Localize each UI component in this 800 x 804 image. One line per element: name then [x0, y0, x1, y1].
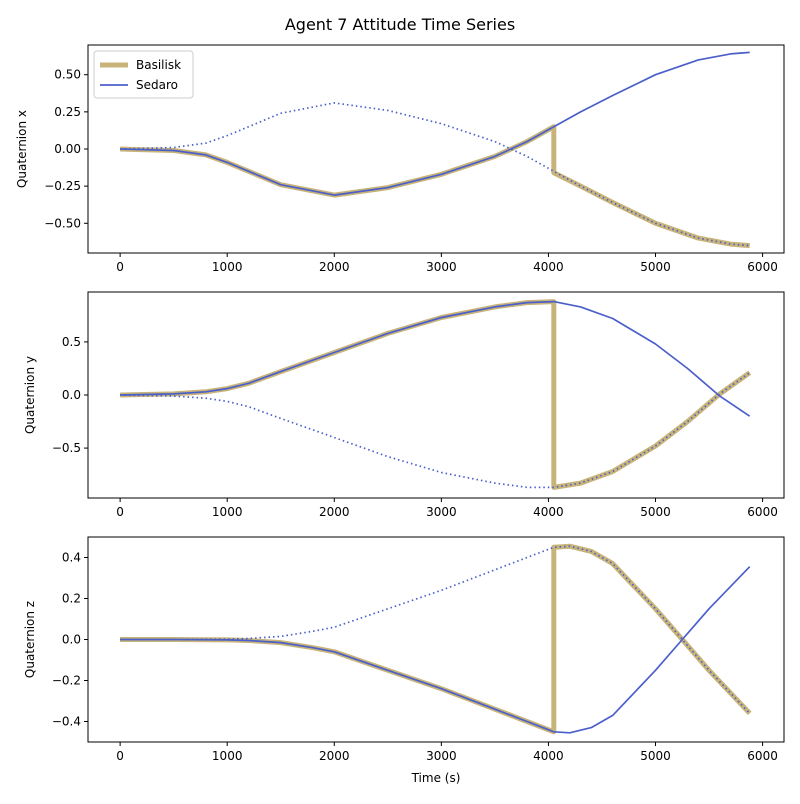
- x-tick-label: 0: [116, 749, 124, 763]
- x-tick-label: 1000: [212, 260, 243, 274]
- x-tick-label: 0: [116, 260, 124, 274]
- x-tick-label: 6000: [747, 505, 778, 519]
- plot-area: [120, 543, 752, 735]
- y-axis-label: Quaternion y: [23, 356, 37, 434]
- x-tick-label: 3000: [426, 749, 457, 763]
- plot-area: [120, 299, 752, 490]
- legend-label-sedaro: Sedaro: [136, 78, 178, 92]
- series-dotted-line: [120, 372, 751, 489]
- x-axis-label: Time (s): [411, 771, 461, 785]
- x-tick-label: 5000: [640, 505, 671, 519]
- series-sedaro-line: [120, 51, 750, 196]
- y-axis-label: Quaternion z: [23, 601, 37, 678]
- y-tick-label: 0.0: [62, 633, 81, 647]
- series-sedaro-line: [120, 566, 751, 734]
- y-tick-label: −0.50: [44, 216, 81, 230]
- y-tick-label: 0.2: [62, 592, 81, 606]
- series-dotted-line: [120, 102, 750, 247]
- x-tick-label: 4000: [533, 260, 564, 274]
- subplot-2: 0 1000 2000 3000 4000 5000 6000 −0.5 0.0 0.5 Quate…: [23, 291, 785, 519]
- legend-label-basilisk: Basilisk: [136, 58, 181, 72]
- x-tick-label: 5000: [640, 260, 671, 274]
- x-tick-label: 4000: [533, 505, 564, 519]
- x-tick-label: 2000: [319, 260, 350, 274]
- y-tick-label: −0.25: [44, 179, 81, 193]
- x-tick-label: 3000: [426, 260, 457, 274]
- subplot-1: 0 1000 2000 3000 4000 5000 6000 −0.50 −0.25 0.00 0…: [15, 44, 785, 274]
- series-basilisk-line: [120, 124, 750, 249]
- y-tick-label: 0.4: [62, 551, 81, 565]
- plot-area: [120, 51, 750, 249]
- x-tick-label: 6000: [747, 749, 778, 763]
- figure-title: Agent 7 Attitude Time Series: [285, 15, 515, 34]
- series-sedaro-line: [120, 300, 751, 417]
- legend: Basilisk Sedaro: [93, 50, 194, 99]
- y-tick-label: 0.5: [62, 335, 81, 349]
- x-tick-label: 4000: [533, 749, 564, 763]
- x-tick-label: 5000: [640, 749, 671, 763]
- x-tick-label: 0: [116, 505, 124, 519]
- subplot-3: 0 1000 2000 3000 4000 5000 6000 −0.4 −0.2 0.0 0.2 0…: [23, 536, 785, 785]
- x-tick-label: 3000: [426, 505, 457, 519]
- y-tick-label: −0.2: [52, 674, 81, 688]
- x-tick-label: 6000: [747, 260, 778, 274]
- y-tick-label: −0.5: [52, 441, 81, 455]
- series-basilisk-line: [120, 299, 752, 490]
- y-tick-label: 0.00: [54, 142, 81, 156]
- y-tick-label: 0.0: [62, 388, 81, 402]
- y-tick-label: 0.25: [54, 105, 81, 119]
- y-tick-label: −0.4: [52, 715, 81, 729]
- x-tick-label: 2000: [319, 749, 350, 763]
- x-tick-label: 1000: [212, 505, 243, 519]
- x-tick-label: 1000: [212, 749, 243, 763]
- y-axis-label: Quaternion x: [15, 110, 29, 188]
- x-tick-label: 2000: [319, 505, 350, 519]
- y-tick-label: 0.50: [54, 68, 81, 82]
